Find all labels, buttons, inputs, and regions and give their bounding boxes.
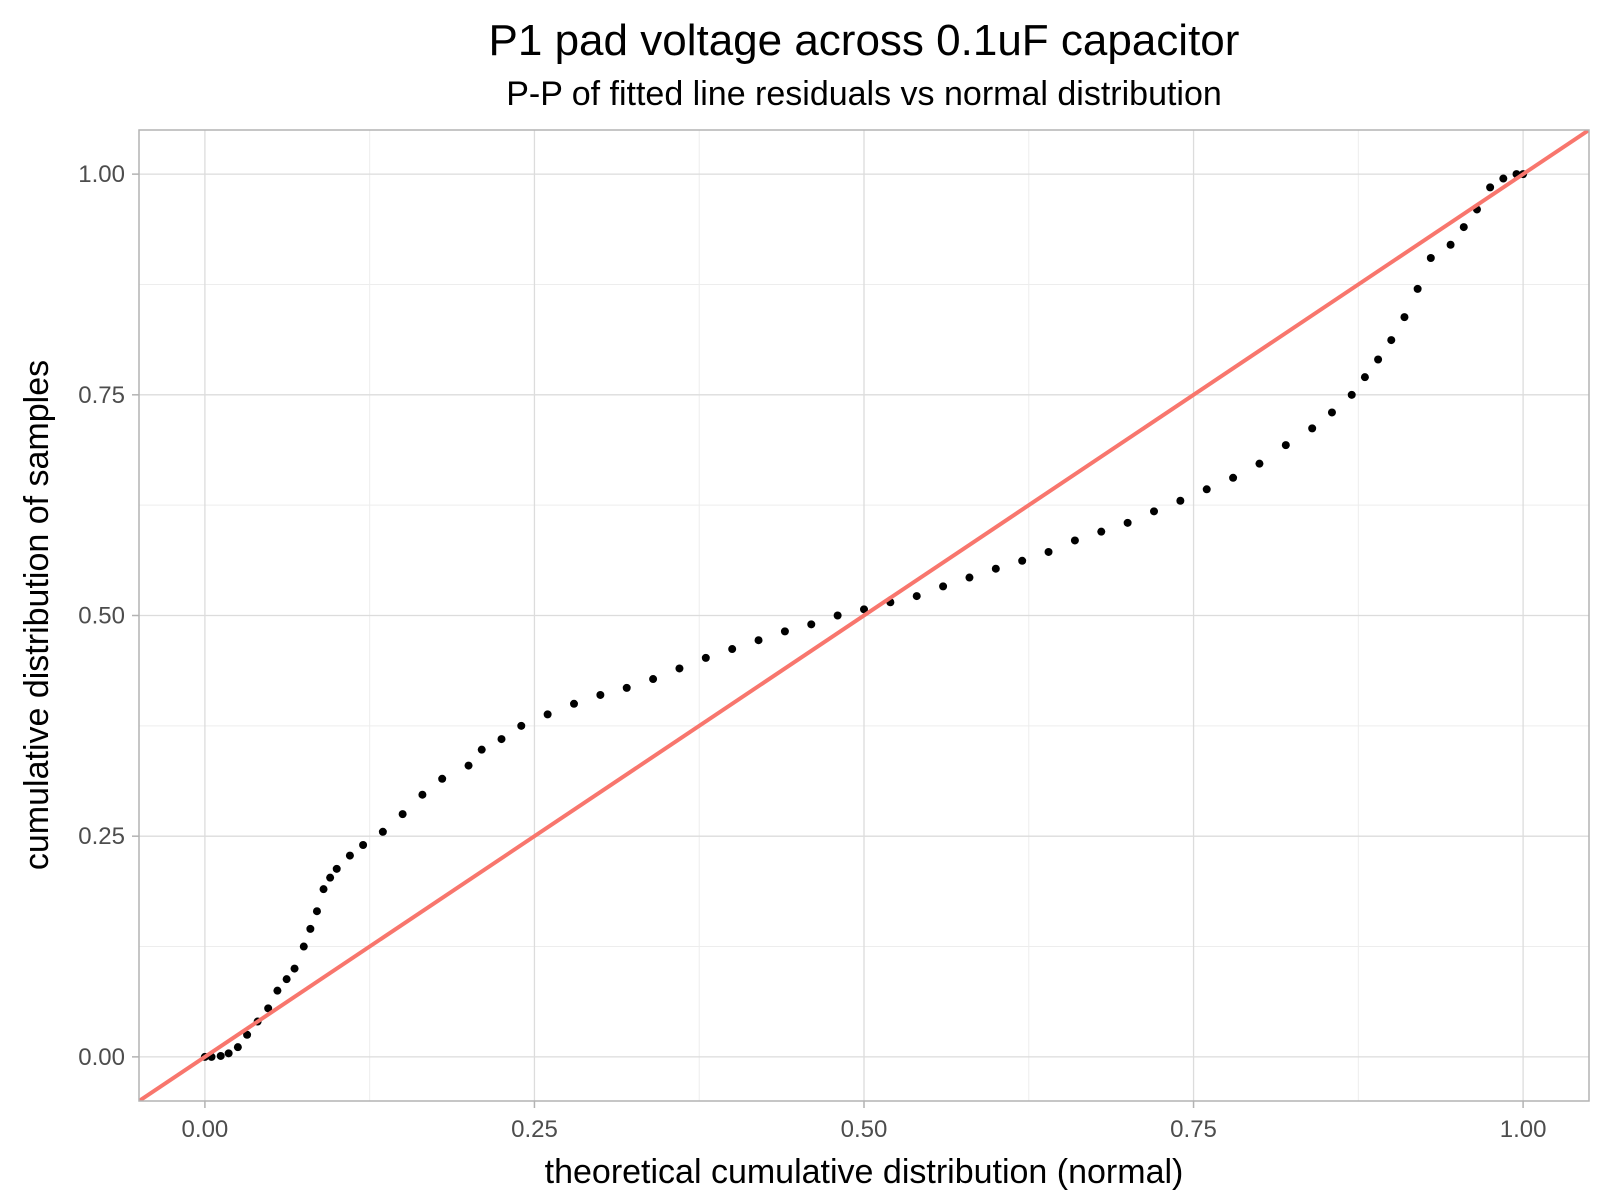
data-point bbox=[216, 1051, 225, 1060]
data-point bbox=[622, 683, 631, 692]
data-point bbox=[1400, 313, 1409, 322]
data-point bbox=[754, 636, 763, 645]
y-tick-label: 1.00 bbox=[78, 161, 125, 188]
data-point bbox=[1387, 336, 1396, 345]
data-point bbox=[807, 620, 816, 629]
x-tick-label: 0.25 bbox=[511, 1116, 558, 1143]
data-point bbox=[326, 873, 335, 882]
y-tick-label: 0.50 bbox=[78, 603, 125, 630]
data-point bbox=[1426, 253, 1435, 262]
x-tick-label: 0.50 bbox=[841, 1116, 888, 1143]
data-point bbox=[570, 699, 578, 708]
y-tick-label: 0.25 bbox=[78, 823, 125, 850]
data-point bbox=[1044, 547, 1053, 556]
data-point bbox=[438, 774, 447, 783]
data-point bbox=[306, 924, 315, 933]
data-point bbox=[418, 790, 427, 799]
y-axis-title: cumulative distribution of samples bbox=[18, 360, 56, 870]
data-point bbox=[398, 810, 407, 819]
data-point bbox=[1360, 373, 1369, 382]
data-point bbox=[1176, 496, 1185, 505]
data-point bbox=[1327, 408, 1336, 417]
reference-line bbox=[139, 130, 1589, 1101]
data-point bbox=[860, 605, 868, 614]
data-point bbox=[464, 761, 473, 770]
data-point bbox=[1308, 424, 1317, 433]
data-point bbox=[264, 1004, 273, 1013]
y-tick-label: 0.75 bbox=[78, 382, 125, 409]
data-point bbox=[517, 721, 526, 730]
data-point bbox=[912, 592, 921, 601]
data-point bbox=[939, 582, 948, 591]
data-point bbox=[543, 710, 552, 719]
data-point bbox=[1486, 183, 1495, 192]
data-point bbox=[359, 841, 368, 850]
x-axis-title: theoretical cumulative distribution (nor… bbox=[545, 1153, 1184, 1191]
data-point bbox=[780, 627, 789, 636]
data-point bbox=[1459, 223, 1468, 232]
x-tick-label: 0.75 bbox=[1170, 1116, 1217, 1143]
data-point bbox=[1070, 536, 1079, 545]
data-point bbox=[497, 735, 506, 744]
data-point bbox=[224, 1049, 233, 1058]
data-point bbox=[299, 942, 308, 951]
data-point bbox=[1281, 441, 1290, 450]
data-point bbox=[1499, 174, 1508, 183]
data-point bbox=[282, 975, 291, 984]
data-point bbox=[290, 964, 299, 973]
data-point bbox=[273, 986, 282, 995]
data-point bbox=[1097, 527, 1106, 536]
chart-title: P1 pad voltage across 0.1uF capacitor bbox=[489, 16, 1240, 65]
data-point bbox=[345, 851, 354, 860]
x-axis-ticks: 0.00 0.25 0.50 0.75 1.00 bbox=[182, 1101, 1547, 1143]
data-point bbox=[312, 907, 321, 916]
x-tick-label: 0.00 bbox=[182, 1116, 229, 1143]
data-point bbox=[701, 653, 710, 662]
reference-line-group bbox=[139, 130, 1589, 1101]
data-point bbox=[1150, 507, 1158, 516]
data-point bbox=[1374, 355, 1383, 364]
chart-subtitle: P-P of fitted line residuals vs normal d… bbox=[506, 75, 1222, 113]
data-point bbox=[1202, 485, 1211, 494]
data-point bbox=[477, 745, 486, 754]
data-point bbox=[965, 573, 974, 582]
data-point bbox=[243, 1030, 252, 1039]
data-point bbox=[1347, 390, 1356, 399]
data-point bbox=[1229, 473, 1238, 482]
data-point bbox=[1413, 284, 1422, 293]
data-point bbox=[649, 675, 658, 684]
data-point bbox=[233, 1043, 242, 1052]
data-point bbox=[991, 564, 1000, 573]
data-point bbox=[833, 611, 842, 620]
data-point bbox=[1255, 459, 1264, 468]
y-axis-ticks: 0.00 0.25 0.50 0.75 1.00 bbox=[78, 161, 139, 1071]
data-point bbox=[1446, 240, 1455, 249]
data-point bbox=[675, 664, 684, 673]
y-tick-label: 0.00 bbox=[78, 1044, 125, 1071]
data-point bbox=[1123, 518, 1132, 527]
data-point bbox=[332, 864, 341, 873]
data-points bbox=[200, 170, 1528, 1061]
data-point bbox=[378, 827, 387, 836]
data-point bbox=[1018, 556, 1027, 565]
data-point bbox=[728, 645, 737, 654]
data-point bbox=[596, 690, 605, 699]
data-point bbox=[319, 885, 328, 894]
x-tick-label: 1.00 bbox=[1500, 1116, 1547, 1143]
